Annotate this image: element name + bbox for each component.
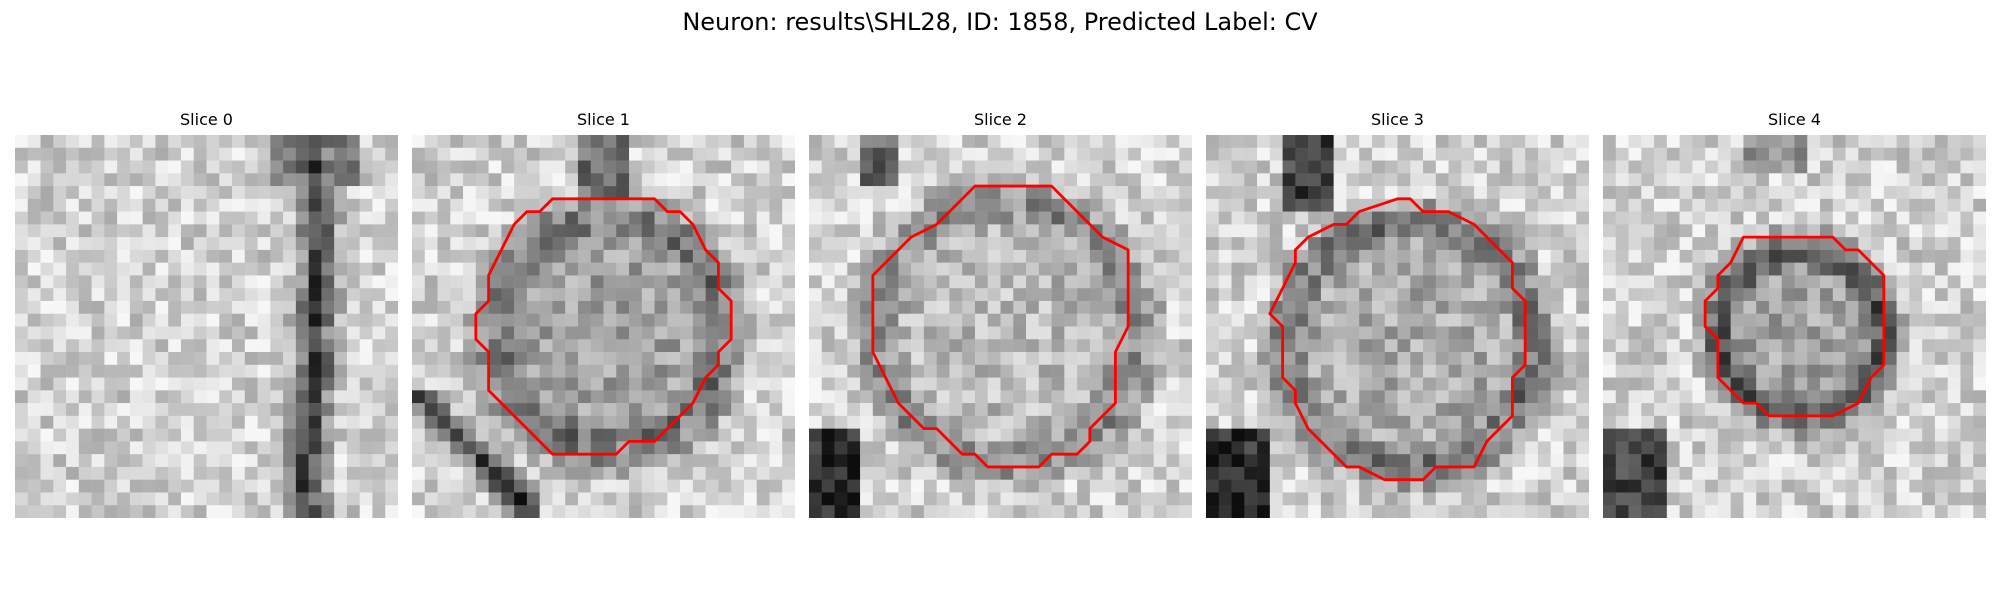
grayscale-image [809,135,1192,518]
grayscale-image [412,135,795,518]
slice-image [412,135,795,518]
panel-slice-3: Slice 3 [1206,108,1589,518]
grayscale-image [1206,135,1589,518]
slice-image [809,135,1192,518]
figure-title: Neuron: results\SHL28, ID: 1858, Predict… [682,8,1318,36]
slice-image [15,135,398,518]
grayscale-image [15,135,398,518]
panel-title: Slice 1 [577,110,630,129]
panel-title: Slice 0 [180,110,233,129]
red-contour [1703,235,1886,418]
slice-image [1206,135,1589,518]
panel-title: Slice 4 [1768,110,1821,129]
red-contour [474,197,733,456]
panel-slice-2: Slice 2 [809,108,1192,518]
red-contour [1268,197,1527,482]
grayscale-image [1603,135,1986,518]
panel-slice-0: Slice 0 [15,108,398,518]
panel-title: Slice 3 [1371,110,1424,129]
panel-slice-1: Slice 1 [412,108,795,518]
red-contour [871,184,1130,469]
panel-title: Slice 2 [974,110,1027,129]
slice-image [1603,135,1986,518]
panel-slice-4: Slice 4 [1603,108,1986,518]
